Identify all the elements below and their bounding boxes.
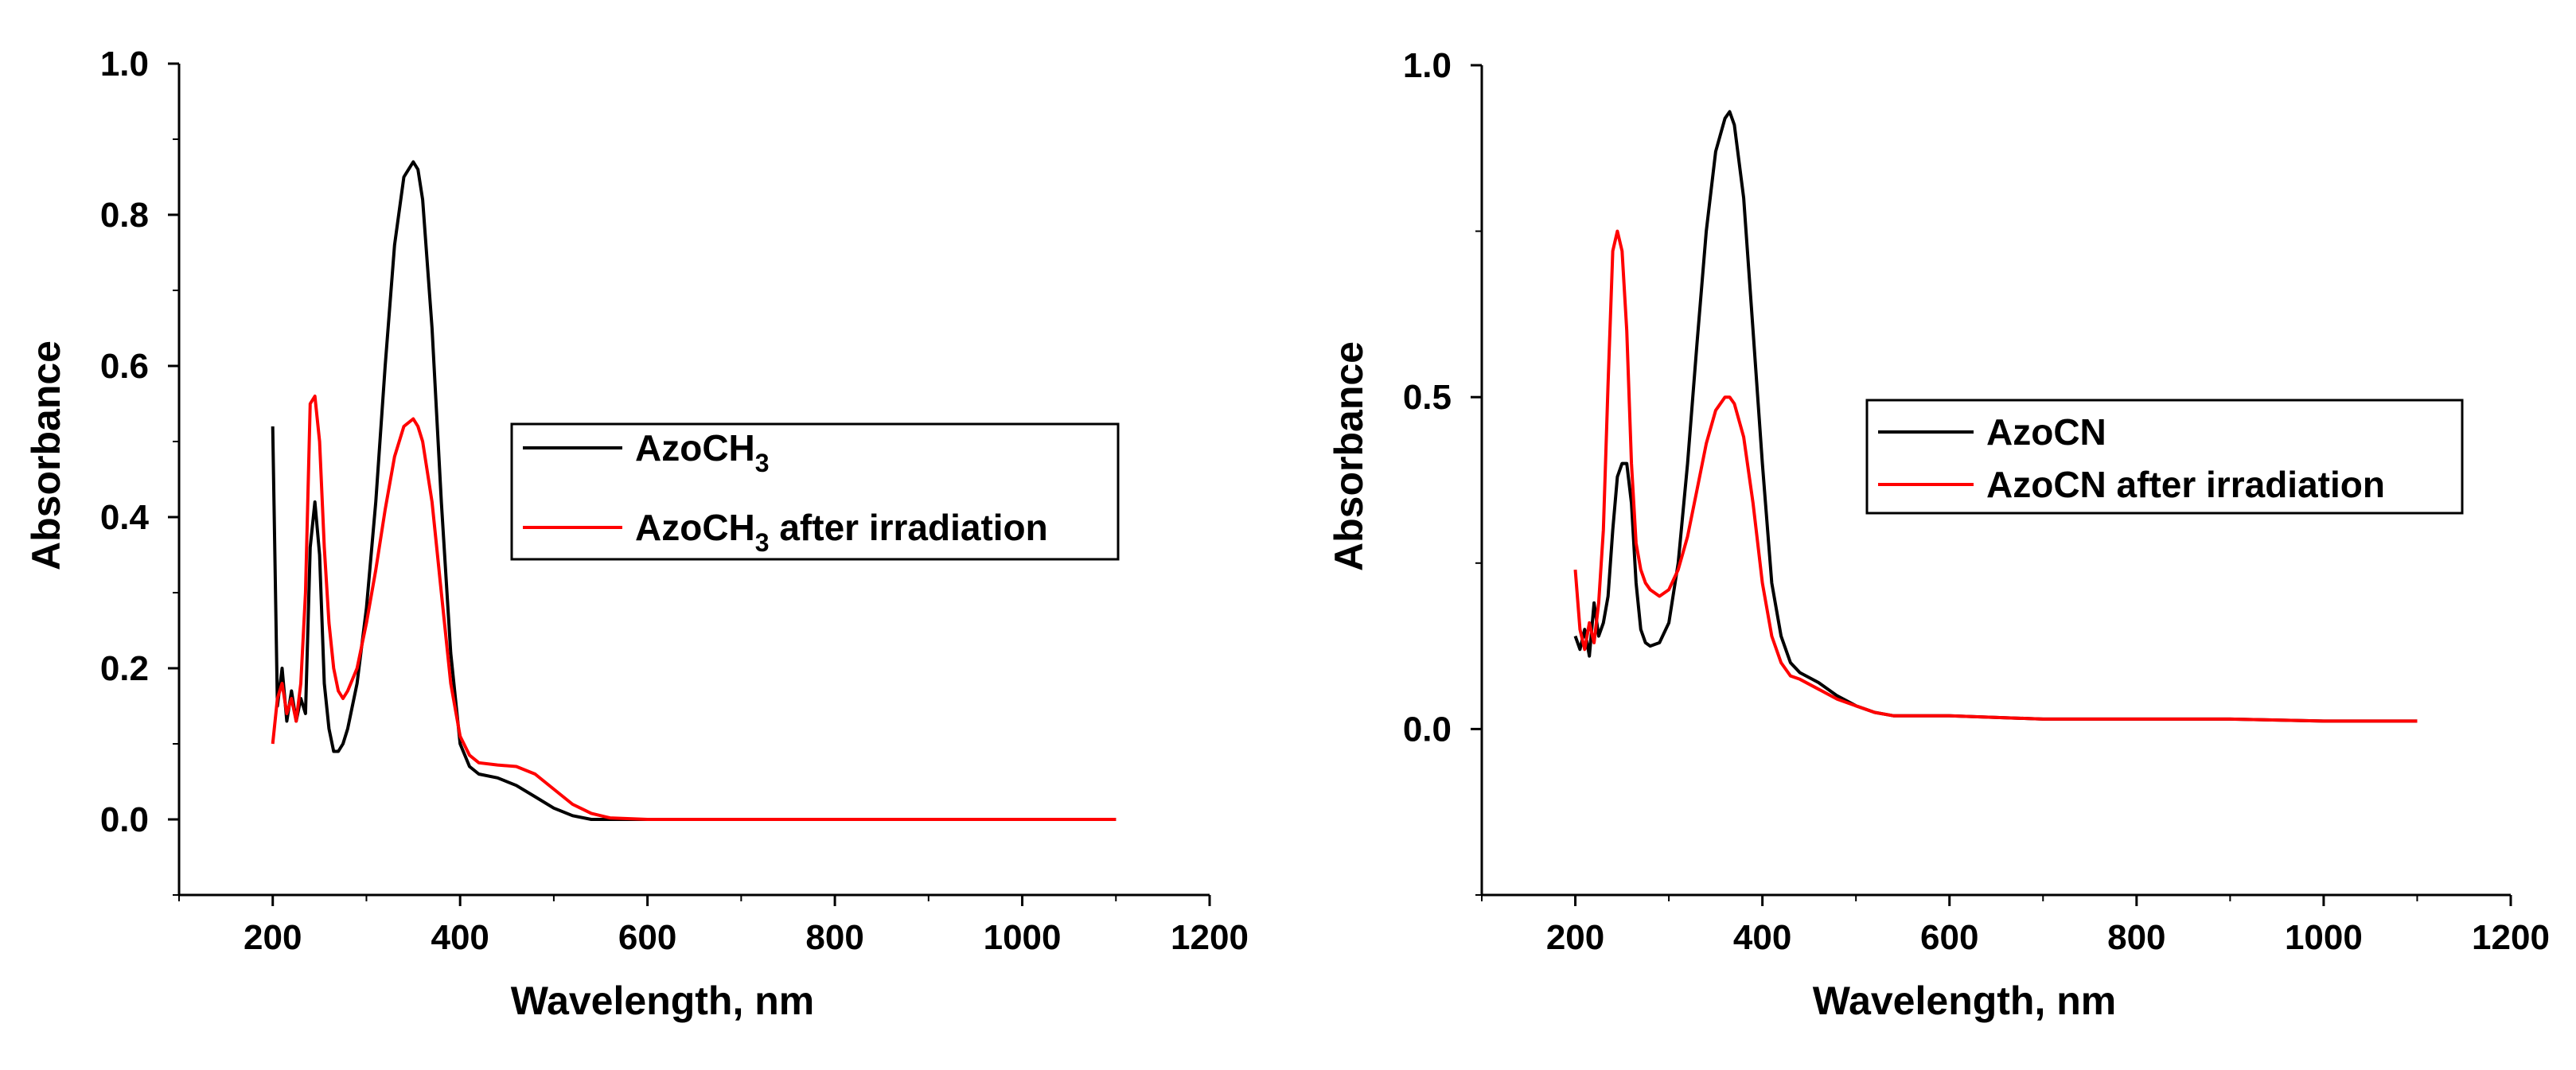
- x-tick-label: 600: [618, 918, 676, 957]
- y-tick-label: 0.5: [1403, 378, 1452, 417]
- y-tick-label: 1.0: [1403, 46, 1452, 85]
- x-tick-label: 1000: [2285, 918, 2363, 957]
- y-tick-label: 0.6: [100, 347, 149, 386]
- x-tick-label: 200: [244, 918, 302, 957]
- series-line-after-irradiation: [1573, 229, 2418, 723]
- chart-panel-right: 200 400 600 800 1000 1200 0.0 0.5 1.0 Wavelength,…: [1327, 46, 2550, 1023]
- x-tick-label: 400: [431, 918, 489, 957]
- y-axis-title: Absorbance: [1327, 341, 1371, 571]
- x-tick-label: 1200: [1171, 918, 1249, 957]
- legend-label: AzoCN: [1986, 411, 2106, 453]
- y-tick-label: 0.0: [1403, 710, 1452, 749]
- x-tick-label: 800: [2107, 918, 2165, 957]
- y-tick-label: 0.0: [100, 800, 149, 839]
- series-line-after-irradiation: [271, 395, 1117, 821]
- x-tick-label: 400: [1733, 918, 1791, 957]
- y-tick-label: 0.2: [100, 649, 149, 688]
- x-tick-label: 800: [805, 918, 863, 957]
- legend-label: AzoCN after irradiation: [1986, 464, 2385, 505]
- y-tick-label: 1.0: [100, 45, 149, 84]
- x-axis-title: Wavelength, nm: [1813, 979, 2117, 1023]
- y-tick-label: 0.4: [100, 498, 150, 537]
- x-axis-title: Wavelength, nm: [511, 979, 815, 1023]
- series-line-before: [271, 160, 1117, 821]
- legend: AzoCN AzoCN after irradiation: [1865, 399, 2464, 515]
- legend-label: AzoCH3 after irradiation: [635, 507, 1048, 557]
- y-tick-label: 0.8: [100, 196, 149, 235]
- legend-label: AzoCH3: [635, 427, 770, 477]
- x-tick-label: 600: [1920, 918, 1978, 957]
- legend: AzoCH3 AzoCH3 after irradiation: [510, 422, 1120, 561]
- x-tick-label: 200: [1546, 918, 1604, 957]
- chart-panel-left: 200 400 600 800 1000 1200 0.0 0.2 0.4 0.6 0.8 1.0 Wa…: [24, 45, 1249, 1023]
- y-axis-title: Absorbance: [24, 340, 68, 570]
- x-tick-label: 1000: [984, 918, 1062, 957]
- x-tick-label: 1200: [2472, 918, 2550, 957]
- legend-box: [1865, 399, 2464, 515]
